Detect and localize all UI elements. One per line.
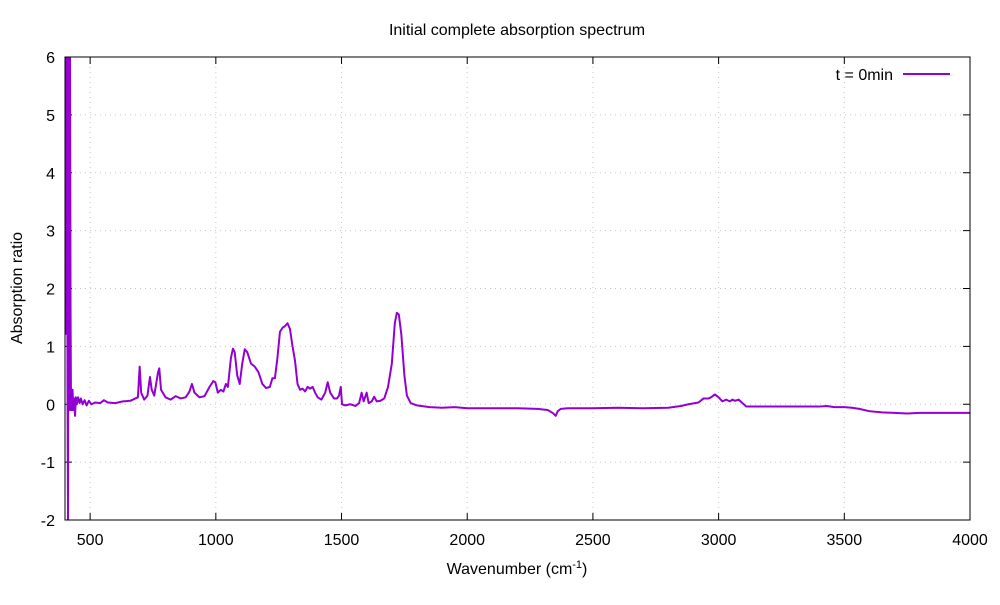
y-tick-label: 6 [46,50,55,67]
x-tick-label: 1500 [324,532,360,549]
x-axis-label-close: ) [582,561,587,578]
grid [65,57,970,520]
y-tick-label: -1 [41,455,55,472]
x-tick-label: 3000 [701,532,737,549]
x-axis-label: Wavenumber (cm-1) [447,559,588,578]
x-axis-label-superscript: -1 [572,559,582,571]
plot-frame [64,56,971,521]
y-tick-label: 5 [46,108,55,125]
legend: t = 0min [836,67,950,84]
y-tick-label: 4 [46,166,55,183]
chart-title: Initial complete absorption spectrum [389,22,645,39]
series-layer [65,57,970,520]
x-tick-label: 2000 [449,532,485,549]
legend-label: t = 0min [836,67,893,84]
y-tick-label: 3 [46,224,55,241]
y-tick-labels: -2 -1 0 1 2 3 4 5 6 [41,50,55,530]
x-tick-label: 500 [77,532,104,549]
x-tick-label: 3500 [827,532,863,549]
y-tick-label: 0 [46,397,55,414]
x-tick-label: 1000 [198,532,234,549]
y-tick-label: 1 [46,339,55,356]
y-tick-label: -2 [41,513,55,530]
x-tick-label: 2500 [575,532,611,549]
x-axis-label-main: Wavenumber (cm [447,561,573,578]
y-tick-label: 2 [46,282,55,299]
y-axis-label: Absorption ratio [9,232,26,344]
x-tick-labels: 500 1000 1500 2000 2500 3000 3500 4000 [77,532,988,549]
series-line [65,57,970,520]
x-tick-label: 4000 [952,532,988,549]
